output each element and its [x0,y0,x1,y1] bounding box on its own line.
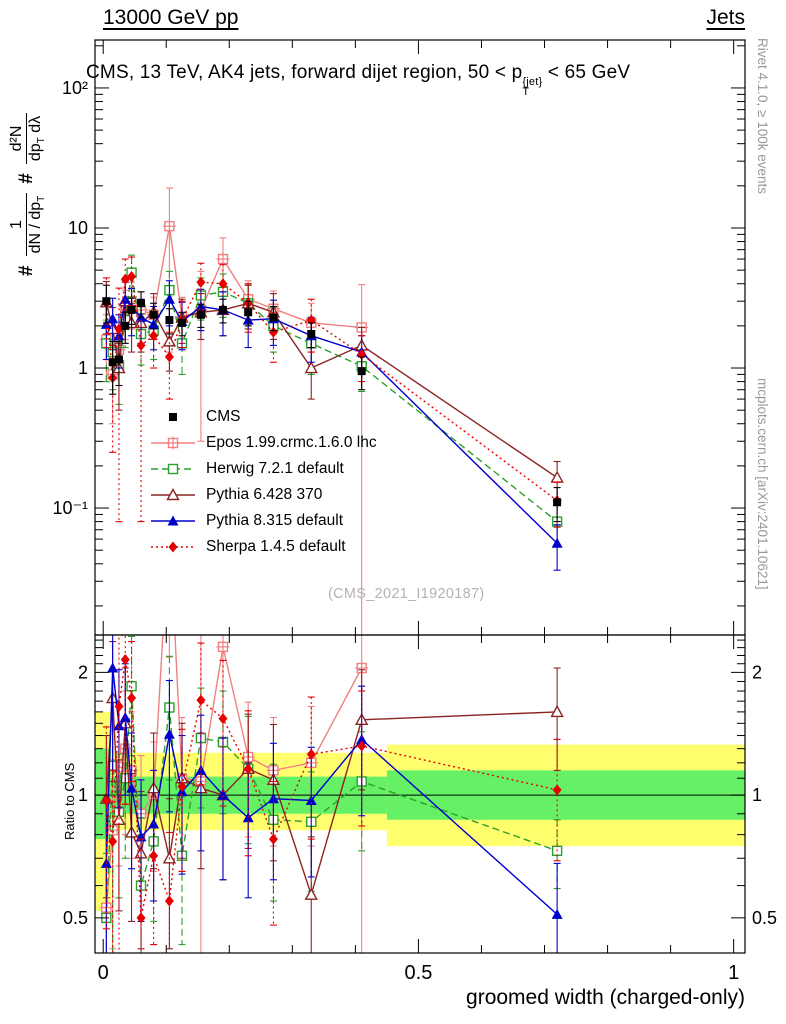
ylabel-hash-1: # [16,265,38,276]
plot-title-sup: {jet} [522,76,543,88]
ylabel-frac2-den-text: dp [26,143,44,162]
header-analysis-group: Jets [706,6,745,29]
epos-marker-icon [151,436,195,450]
ratio-panel-frame [94,634,746,954]
pythia6-marker-icon [151,488,195,501]
svg-text:1: 1 [78,358,88,378]
x-axis-label: groomed width (charged-only) [466,986,745,1009]
svg-text:1: 1 [728,962,739,984]
legend-label-sherpa: Sherpa 1.4.5 default [206,538,346,555]
plot-title-pre: CMS, 13 TeV, AK4 jets, forward dijet reg… [86,62,523,83]
svg-text:0.5: 0.5 [752,908,777,928]
ratio-y-axis-label: Ratio to CMS [62,762,77,840]
plot-title-supsub: {jet} T [522,76,543,98]
svg-text:2: 2 [78,662,88,682]
svg-text:1: 1 [752,785,762,805]
mcplots-arxiv-note: mcplots.cern.ch [arXiv:2401.10621] [755,378,770,590]
ylabel-frac1-den-text: dN / dp [26,201,44,254]
svg-text:10: 10 [68,218,88,238]
svg-text:0.5: 0.5 [405,962,433,984]
plot-title-post: < 65 GeV [542,62,631,83]
ylabel-fraction-1: 1 dN / dpT [8,192,47,257]
ylabel-frac2-denominator: dpT dλ [25,112,47,165]
legend-item-pythia8: Pythia 8.315 default [150,508,377,534]
rivet-version-note: Rivet 4.1.0, ≥ 100k events [755,38,770,194]
watermark-analysis-id: (CMS_2021_I1920187) [328,586,485,602]
sherpa-marker-icon [151,541,195,553]
svg-text:10⁻¹: 10⁻¹ [52,498,88,518]
legend-item-pythia6: Pythia 6.428 370 [150,482,377,508]
legend-label-epos: Epos 1.99.crmc.1.6.0 lhc [206,434,377,451]
legend-item-cms: CMS [150,404,377,430]
cms-marker-icon [169,413,177,421]
svg-text:0.5: 0.5 [63,908,88,928]
legend-label-cms: CMS [206,408,241,425]
svg-text:2: 2 [752,662,762,682]
series-sherpa-ratio [101,635,562,953]
legend-item-epos: Epos 1.99.crmc.1.6.0 lhc [150,430,377,456]
header-beam-energy: 13000 GeV pp [103,6,239,29]
plot-title-sub: T [522,86,530,98]
ylabel-frac1-numerator: 1 [8,220,25,230]
legend-item-herwig: Herwig 7.2.1 default [150,456,377,482]
svg-text:0: 0 [98,962,109,984]
legend-item-sherpa: Sherpa 1.4.5 default [150,534,377,560]
ylabel-hash-2: # [16,173,38,184]
svg-text:10²: 10² [62,78,88,98]
ylabel-frac2-den-sub: T [35,137,47,144]
legend-label-pythia6: Pythia 6.428 370 [206,486,323,503]
ylabel-frac2-den-tail: dλ [26,115,44,138]
axis-tick-labels: 10² 10 1 10⁻¹ 2 2 1 1 0.5 0.5 0 0.5 1 [52,78,777,984]
legend: CMS Epos 1.99.crmc.1.6.0 lhc Herwig 7.2.… [150,404,377,560]
ylabel-frac1-den-sub: T [35,195,47,202]
legend-label-pythia8: Pythia 8.315 default [206,512,344,529]
legend-label-herwig: Herwig 7.2.1 default [206,460,344,477]
main-y-axis-label: # 1 dN / dpT # d²N dpT dλ [8,112,47,276]
plot-title: CMS, 13 TeV, AK4 jets, forward dijet reg… [86,62,631,98]
ylabel-frac2-numerator: d²N [8,125,25,152]
ylabel-frac1-denominator: dN / dpT [25,192,47,257]
svg-text:1: 1 [78,785,88,805]
herwig-marker-icon [151,463,195,475]
pythia8-marker-icon [151,515,195,526]
series-cms-main [102,284,562,523]
ylabel-fraction-2: d²N dpT dλ [8,112,47,165]
axis-ticks [95,40,745,953]
